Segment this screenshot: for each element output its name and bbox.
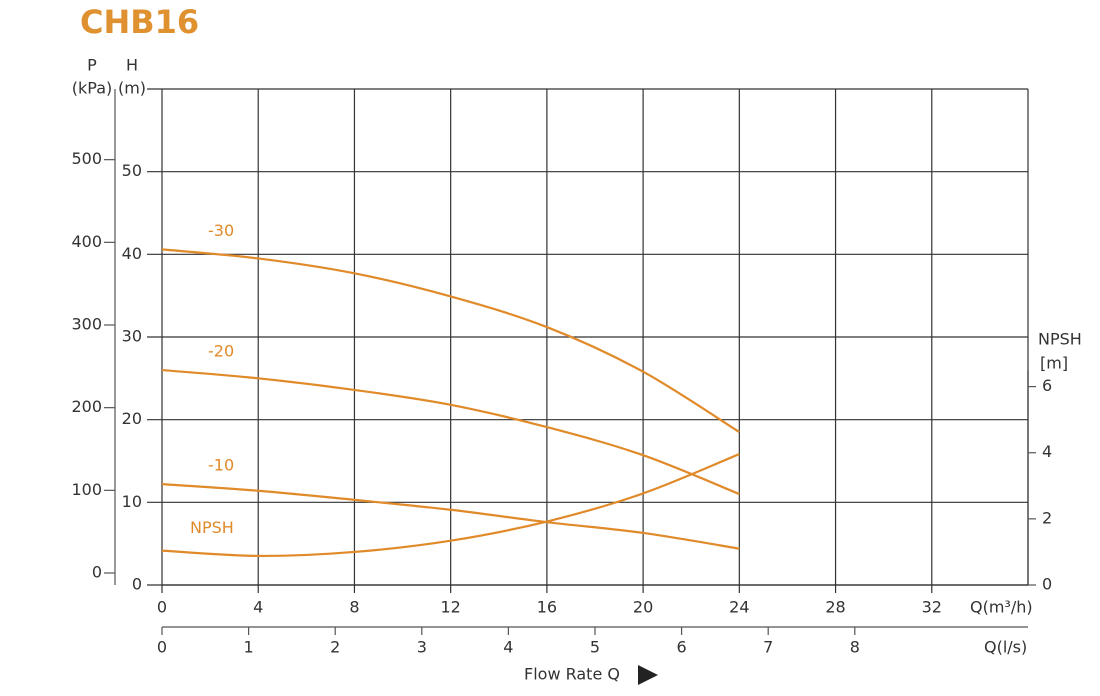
p-axis-unit: (kPa) [72, 79, 112, 98]
p-axis-label: P [87, 56, 97, 75]
h-axis-unit: (m) [118, 79, 146, 98]
p-tick-label: 300 [71, 315, 102, 334]
x-tick-label: 28 [825, 598, 845, 617]
y2-tick-label: 2 [1042, 508, 1052, 527]
arrow-icon [638, 665, 658, 685]
y2-tick-label: 4 [1042, 442, 1052, 461]
curve-label: -30 [208, 221, 234, 240]
x-tick-label: 24 [729, 598, 749, 617]
curve [161, 453, 740, 558]
x-tick-label: 16 [537, 598, 557, 617]
x2-tick-label: 7 [763, 638, 773, 657]
h-tick-label: 10 [122, 492, 142, 511]
p-tick-label: 200 [71, 397, 102, 416]
x2-axis-label: Q(l/s) [984, 638, 1027, 657]
y2-tick-label: 6 [1042, 376, 1052, 395]
h-tick-label: 50 [122, 161, 142, 180]
axis-title: Flow Rate Q [524, 665, 620, 684]
curve-label: NPSH [190, 518, 234, 537]
npsh-axis-unit: [m] [1040, 354, 1068, 373]
x-tick-label: 8 [349, 598, 359, 617]
p-tick-label: 400 [71, 232, 102, 251]
x2-tick-label: 3 [417, 638, 427, 657]
x2-tick-label: 2 [330, 638, 340, 657]
x2-tick-label: 5 [590, 638, 600, 657]
x-tick-label: 32 [922, 598, 942, 617]
curve-label: -10 [208, 456, 234, 475]
h-axis-label: H [126, 56, 138, 75]
p-tick-label: 0 [92, 563, 102, 582]
x-tick-label: 4 [253, 598, 263, 617]
h-tick-label: 0 [132, 575, 142, 594]
x-tick-label: 20 [633, 598, 653, 617]
curve [161, 248, 740, 433]
x-tick-label: 0 [157, 598, 167, 617]
h-tick-label: 20 [122, 409, 142, 428]
x2-tick-label: 6 [677, 638, 687, 657]
h-tick-label: 30 [122, 327, 142, 346]
x2-tick-label: 0 [157, 638, 167, 657]
curve [161, 483, 740, 550]
x2-tick-label: 4 [503, 638, 513, 657]
x-tick-label: 12 [440, 598, 460, 617]
curve-label: -20 [208, 342, 234, 361]
npsh-axis-label: NPSH [1038, 330, 1082, 349]
y2-tick-label: 0 [1042, 575, 1052, 594]
p-tick-label: 500 [71, 149, 102, 168]
chart-title: CHB16 [80, 3, 199, 41]
p-tick-label: 100 [71, 480, 102, 499]
curve [161, 368, 740, 496]
x2-tick-label: 1 [244, 638, 254, 657]
x-axis-label: Q(m³/h) [970, 598, 1033, 617]
h-tick-label: 40 [122, 244, 142, 263]
x2-tick-label: 8 [850, 638, 860, 657]
